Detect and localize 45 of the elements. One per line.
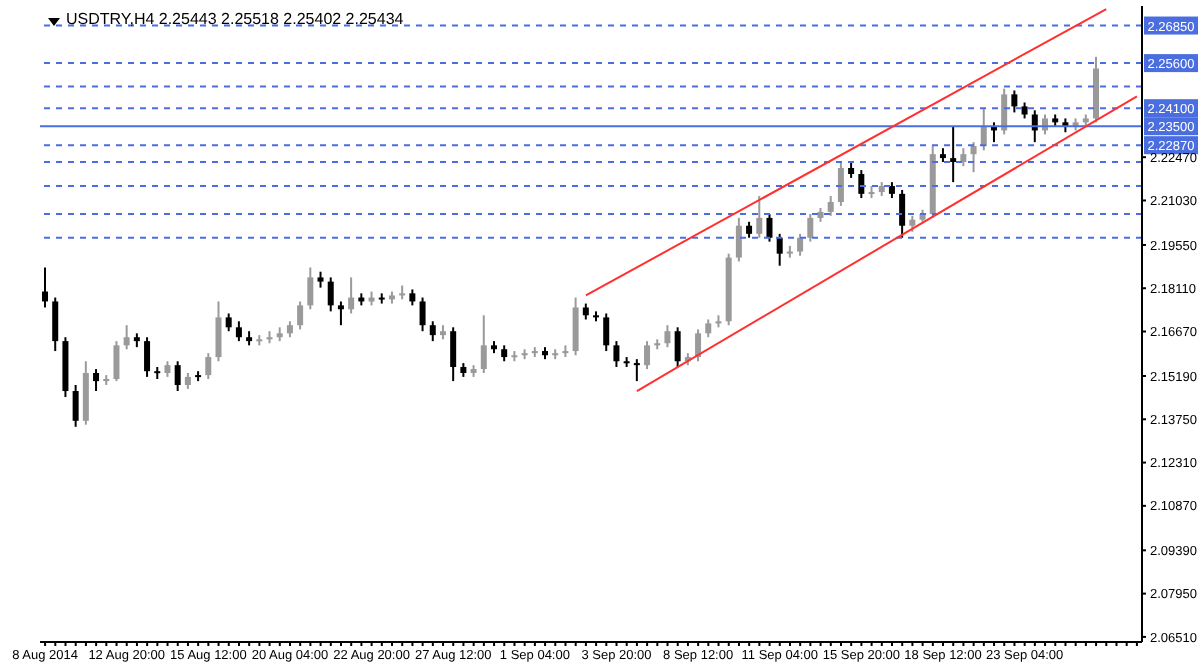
- candlestick: [144, 336, 151, 378]
- candlestick: [72, 384, 79, 428]
- chart-title: USDTRY,H4 2.25443 2.25518 2.25402 2.25434: [66, 10, 404, 28]
- candlestick: [950, 125, 957, 184]
- candlestick: [613, 340, 620, 368]
- candlestick: [664, 324, 671, 349]
- candlestick: [572, 296, 579, 357]
- candlestick: [827, 194, 834, 217]
- candlestick: [378, 292, 385, 305]
- candlestick: [735, 216, 742, 263]
- candlestick: [644, 340, 651, 371]
- candlestick: [93, 368, 100, 393]
- candlestick: [113, 340, 120, 383]
- candlestick: [858, 169, 865, 200]
- candlestick: [960, 147, 967, 168]
- candlestick: [215, 300, 222, 363]
- candlestick: [837, 160, 844, 207]
- candlestick: [633, 358, 640, 383]
- candlestick: [756, 194, 763, 239]
- candlestick: [235, 320, 242, 343]
- candlestick: [603, 312, 610, 353]
- candlestick: [766, 212, 773, 243]
- candlestick: [174, 360, 181, 393]
- candlestick: [899, 188, 906, 239]
- candlestick: [419, 296, 426, 333]
- candlestick: [807, 212, 814, 243]
- candlestick: [337, 300, 344, 327]
- candlestick: [674, 326, 681, 368]
- candlestick: [776, 232, 783, 267]
- candlestick: [327, 276, 334, 313]
- candlestick: [1011, 89, 1018, 114]
- candlestick: [797, 232, 804, 257]
- candlestick: [123, 324, 130, 351]
- candlestick: [297, 300, 304, 331]
- candlestick: [970, 141, 977, 174]
- candlestick: [695, 328, 702, 363]
- candlestick: [450, 326, 457, 383]
- candlestick: [429, 320, 436, 343]
- candlestick: [42, 266, 49, 309]
- candlestick: [52, 296, 59, 353]
- candlestick: [205, 352, 212, 380]
- candlestick: [348, 276, 355, 315]
- candlestick: [82, 360, 89, 426]
- candlestick: [480, 314, 487, 374]
- candlestick: [307, 266, 314, 311]
